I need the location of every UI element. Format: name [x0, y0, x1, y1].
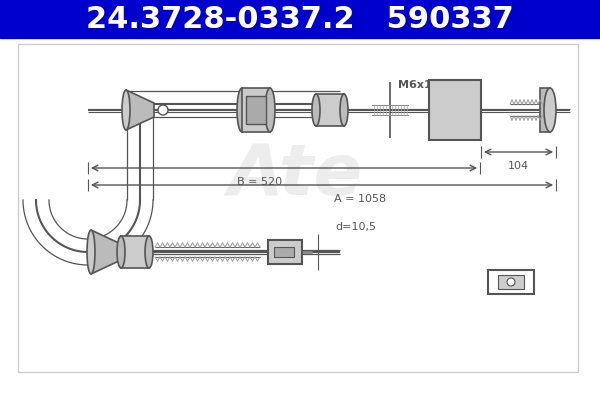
Ellipse shape: [87, 230, 95, 274]
Ellipse shape: [265, 88, 275, 132]
Text: M6x1: M6x1: [398, 80, 432, 90]
Text: d=10,5: d=10,5: [335, 222, 376, 232]
Bar: [488, 270, 534, 294]
Bar: [0, 0, 600, 38]
Text: 104: 104: [508, 161, 529, 171]
Ellipse shape: [145, 236, 153, 268]
Bar: [268, 240, 302, 264]
Ellipse shape: [312, 94, 320, 126]
Bar: [429, 80, 481, 140]
Bar: [121, 236, 149, 268]
Circle shape: [158, 105, 168, 115]
Circle shape: [507, 278, 515, 286]
Text: A = 1058: A = 1058: [334, 194, 386, 204]
Ellipse shape: [117, 236, 125, 268]
Bar: [498, 275, 524, 289]
Ellipse shape: [237, 88, 247, 132]
Polygon shape: [126, 90, 154, 130]
Bar: [246, 96, 266, 124]
Text: 24.3728-0337.2   590337: 24.3728-0337.2 590337: [86, 4, 514, 34]
Ellipse shape: [340, 94, 348, 126]
Polygon shape: [91, 230, 121, 274]
Bar: [18, 44, 578, 372]
Bar: [540, 88, 550, 132]
Bar: [242, 88, 270, 132]
Text: B = 520: B = 520: [238, 177, 283, 187]
Text: Ate: Ate: [227, 140, 362, 210]
Ellipse shape: [544, 88, 556, 132]
Ellipse shape: [122, 90, 130, 130]
Bar: [316, 94, 344, 126]
Bar: [274, 247, 294, 257]
